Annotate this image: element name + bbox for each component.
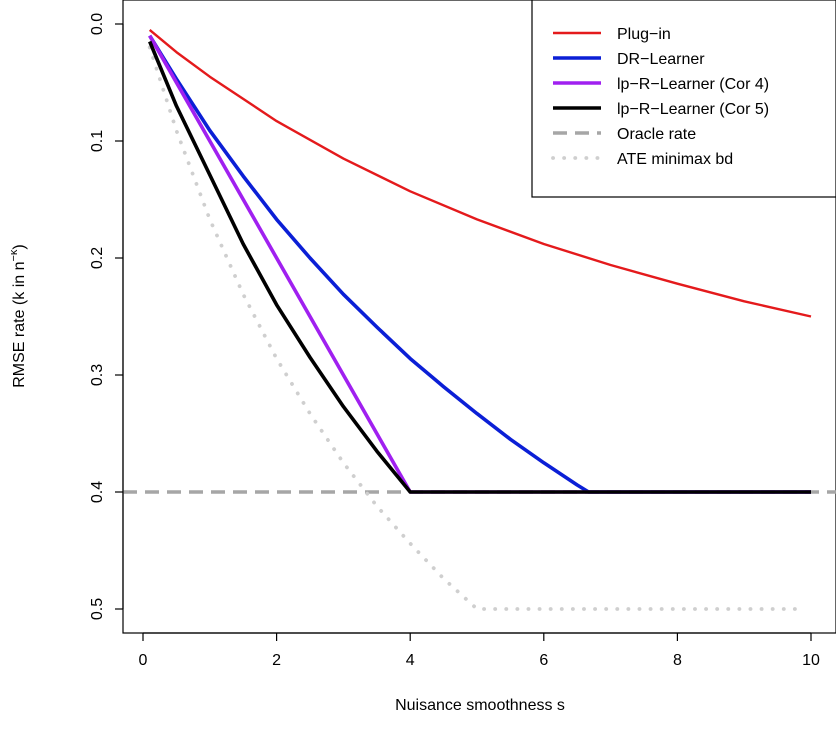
- y-axis-label-main: RMSE rate (k in n: [11, 262, 28, 388]
- series-line-ate-minimax-bd: [147, 45, 800, 611]
- y-axis-label-exponent: −κ: [8, 249, 20, 261]
- legend-label-ate-minimax-bd: ATE minimax bd: [617, 151, 733, 168]
- legend-label-plug-in: Plug−in: [617, 26, 671, 43]
- y-tick-label: 0.5: [89, 598, 106, 620]
- x-tick-label: 8: [673, 652, 682, 669]
- x-tick-label: 0: [139, 652, 148, 669]
- legend-label-lp-r-learner-cor-4: lp−R−Learner (Cor 4): [617, 76, 769, 93]
- y-axis-label: RMSE rate (k in n−κ): [8, 244, 28, 388]
- series-line-lp-r-learner-cor-5: [148, 40, 811, 494]
- series-layer: [123, 28, 836, 611]
- x-tick-label: 4: [406, 652, 415, 669]
- y-axis-label-tail: ): [11, 244, 28, 249]
- y-tick-label: 0.0: [89, 13, 106, 35]
- y-tick-label: 0.2: [89, 247, 106, 269]
- legend-label-oracle-rate: Oracle rate: [617, 126, 696, 143]
- x-tick-label: 6: [539, 652, 548, 669]
- y-tick-label: 0.4: [89, 481, 106, 503]
- legend: Plug−in DR−Learner lp−R−Learner (Cor 4) lp−…: [531, 0, 836, 198]
- series-line-plug-in: [148, 28, 812, 318]
- x-axis: 0 2 4 6 8 10: [139, 632, 820, 669]
- y-tick-label: 0.1: [89, 130, 106, 152]
- x-tick-label: 10: [802, 652, 820, 669]
- y-tick-label: 0.3: [89, 364, 106, 386]
- legend-label-dr-learner: DR−Learner: [617, 51, 705, 68]
- y-axis: 0.0 0.1 0.2 0.3 0.4 0.5: [89, 13, 124, 620]
- x-tick-label: 2: [272, 652, 281, 669]
- x-axis-label: Nuisance smoothness s: [395, 697, 565, 714]
- legend-label-lp-r-learner-cor-5: lp−R−Learner (Cor 5): [617, 101, 769, 118]
